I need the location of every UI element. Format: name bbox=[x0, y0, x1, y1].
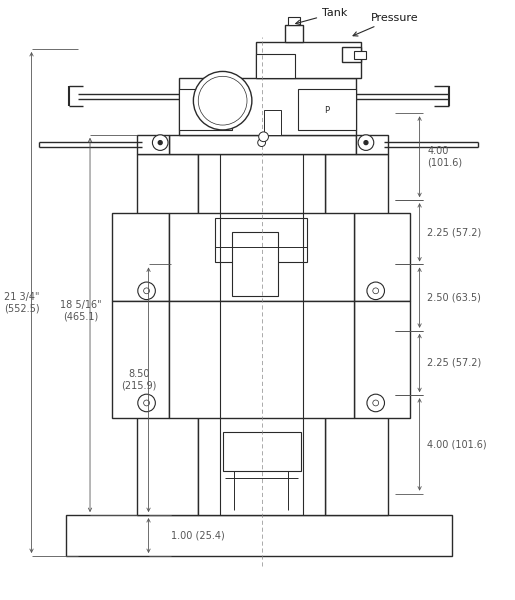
Bar bbox=[137, 135, 169, 154]
Text: 2.25 (57.2): 2.25 (57.2) bbox=[427, 227, 482, 238]
Bar bbox=[288, 17, 300, 25]
Circle shape bbox=[364, 140, 368, 145]
Circle shape bbox=[158, 140, 162, 145]
Bar bbox=[179, 89, 232, 130]
Bar bbox=[169, 213, 354, 301]
Circle shape bbox=[373, 400, 379, 406]
Text: P: P bbox=[324, 106, 330, 115]
Text: Tank: Tank bbox=[296, 8, 348, 25]
Bar bbox=[179, 78, 356, 135]
Text: 2.50 (63.5): 2.50 (63.5) bbox=[427, 293, 481, 302]
Bar bbox=[356, 135, 388, 154]
Bar bbox=[298, 89, 356, 130]
Text: 21 3/4"
(552.5): 21 3/4" (552.5) bbox=[4, 292, 40, 313]
Circle shape bbox=[144, 400, 149, 406]
Bar bbox=[341, 47, 361, 62]
Bar bbox=[222, 432, 301, 471]
Circle shape bbox=[193, 71, 252, 130]
Circle shape bbox=[367, 394, 385, 412]
Bar bbox=[285, 25, 303, 42]
Circle shape bbox=[367, 282, 385, 299]
Bar bbox=[264, 110, 281, 135]
Circle shape bbox=[138, 282, 156, 299]
Bar bbox=[325, 154, 388, 515]
Bar bbox=[112, 301, 169, 418]
Text: 1.00 (25.4): 1.00 (25.4) bbox=[171, 530, 225, 541]
Bar bbox=[65, 515, 452, 556]
Bar bbox=[354, 51, 366, 59]
Bar bbox=[232, 232, 278, 296]
Text: 18 5/16"
(465.1): 18 5/16" (465.1) bbox=[60, 299, 102, 321]
Circle shape bbox=[258, 139, 266, 146]
Bar bbox=[354, 213, 410, 301]
Circle shape bbox=[373, 288, 379, 294]
Circle shape bbox=[358, 135, 374, 151]
Bar bbox=[215, 218, 307, 262]
Text: 8.50
(215.9): 8.50 (215.9) bbox=[121, 369, 157, 391]
Text: 4.00 (101.6): 4.00 (101.6) bbox=[427, 439, 487, 449]
Bar bbox=[112, 213, 169, 301]
Text: 4.00
(101.6): 4.00 (101.6) bbox=[427, 146, 462, 167]
Circle shape bbox=[144, 288, 149, 294]
Text: Pressure: Pressure bbox=[353, 13, 419, 36]
Circle shape bbox=[138, 394, 156, 412]
Circle shape bbox=[198, 76, 247, 125]
Bar bbox=[256, 54, 295, 78]
Circle shape bbox=[152, 135, 168, 151]
Bar bbox=[169, 301, 354, 418]
Circle shape bbox=[259, 132, 268, 142]
Text: 2.25 (57.2): 2.25 (57.2) bbox=[427, 358, 482, 368]
Bar bbox=[137, 154, 198, 515]
Bar bbox=[354, 301, 410, 418]
Bar bbox=[198, 154, 325, 515]
Bar bbox=[169, 135, 356, 154]
Bar bbox=[256, 42, 361, 78]
